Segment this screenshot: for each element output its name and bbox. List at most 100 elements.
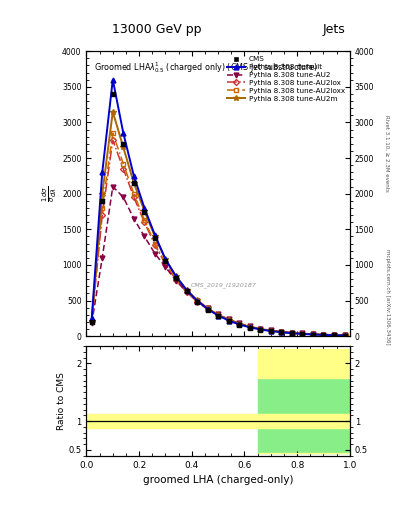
Pythia 8.308 default [290, 330, 294, 336]
Pythia 8.308 tune-AU2loxx [342, 332, 347, 338]
Pythia 8.308 tune-AU2 [121, 194, 126, 200]
Pythia 8.308 tune-AU2 [152, 250, 157, 257]
Pythia 8.308 tune-AU2 [290, 330, 294, 336]
Text: Rivet 3.1.10, ≥ 2.3M events: Rivet 3.1.10, ≥ 2.3M events [385, 115, 389, 192]
Pythia 8.308 tune-AU2loxx [142, 217, 147, 223]
CMS [162, 258, 169, 266]
Line: Pythia 8.308 tune-AU2loxx: Pythia 8.308 tune-AU2loxx [90, 131, 347, 337]
CMS [120, 140, 127, 148]
Line: Pythia 8.308 default: Pythia 8.308 default [89, 77, 347, 338]
Pythia 8.308 tune-AU2loxx [216, 312, 220, 318]
Pythia 8.308 tune-AU2m [290, 330, 294, 336]
Pythia 8.308 tune-AU2 [247, 323, 252, 329]
Pythia 8.308 tune-AU2lox [163, 261, 168, 267]
CMS [310, 330, 316, 338]
Pythia 8.308 tune-AU2lox [279, 329, 284, 335]
Pythia 8.308 tune-AU2 [100, 255, 105, 261]
Line: Pythia 8.308 tune-AU2lox: Pythia 8.308 tune-AU2lox [90, 138, 347, 337]
Pythia 8.308 default [100, 169, 105, 176]
Pythia 8.308 tune-AU2 [268, 327, 273, 333]
Pythia 8.308 tune-AU2m [174, 273, 178, 279]
Pythia 8.308 tune-AU2m [258, 326, 263, 332]
CMS [204, 306, 211, 314]
Pythia 8.308 tune-AU2 [226, 316, 231, 323]
Pythia 8.308 tune-AU2 [205, 305, 210, 311]
Pythia 8.308 tune-AU2loxx [163, 260, 168, 266]
Pythia 8.308 tune-AU2loxx [226, 317, 231, 323]
CMS [194, 297, 200, 306]
Pythia 8.308 tune-AU2lox [342, 332, 347, 338]
Pythia 8.308 default [247, 324, 252, 330]
Pythia 8.308 tune-AU2 [237, 321, 242, 327]
Pythia 8.308 tune-AU2lox [290, 330, 294, 336]
Pythia 8.308 tune-AU2m [332, 332, 336, 338]
Pythia 8.308 tune-AU2 [342, 332, 347, 338]
Pythia 8.308 tune-AU2 [300, 330, 305, 336]
CMS [342, 331, 348, 339]
Pythia 8.308 default [310, 331, 315, 337]
Pythia 8.308 tune-AU2lox [152, 242, 157, 248]
Pythia 8.308 default [184, 287, 189, 293]
Pythia 8.308 tune-AU2loxx [110, 130, 115, 136]
Pythia 8.308 tune-AU2 [184, 289, 189, 295]
Pythia 8.308 tune-AU2m [152, 233, 157, 240]
Pythia 8.308 tune-AU2loxx [132, 190, 136, 197]
Pythia 8.308 tune-AU2lox [310, 331, 315, 337]
Pythia 8.308 tune-AU2loxx [321, 332, 326, 338]
Pythia 8.308 default [195, 297, 199, 304]
Pythia 8.308 tune-AU2m [121, 144, 126, 151]
Pythia 8.308 default [152, 232, 157, 238]
Pythia 8.308 tune-AU2m [237, 321, 242, 327]
Legend: CMS, Pythia 8.308 default, Pythia 8.308 tune-AU2, Pythia 8.308 tune-AU2lox, Pyth: CMS, Pythia 8.308 default, Pythia 8.308 … [226, 55, 346, 103]
CMS [184, 287, 190, 295]
Pythia 8.308 tune-AU2m [205, 305, 210, 311]
CMS [173, 274, 179, 282]
Pythia 8.308 tune-AU2m [216, 312, 220, 318]
Pythia 8.308 tune-AU2lox [226, 317, 231, 323]
Pythia 8.308 tune-AU2loxx [290, 330, 294, 336]
CMS [257, 326, 263, 334]
Pythia 8.308 tune-AU2m [247, 324, 252, 330]
CMS [131, 179, 137, 187]
Pythia 8.308 tune-AU2m [268, 328, 273, 334]
Pythia 8.308 tune-AU2loxx [89, 318, 94, 324]
Pythia 8.308 tune-AU2lox [247, 324, 252, 330]
Pythia 8.308 default [216, 312, 220, 318]
Pythia 8.308 tune-AU2m [342, 332, 347, 338]
Text: 13000 GeV pp: 13000 GeV pp [112, 23, 202, 36]
CMS [278, 328, 285, 336]
Pythia 8.308 tune-AU2loxx [310, 331, 315, 337]
Text: CMS_2019_I1920187: CMS_2019_I1920187 [191, 282, 256, 288]
CMS [99, 197, 105, 205]
Pythia 8.308 tune-AU2lox [321, 332, 326, 338]
Pythia 8.308 tune-AU2lox [110, 137, 115, 143]
Pythia 8.308 tune-AU2loxx [121, 161, 126, 167]
Text: mcplots.cern.ch [arXiv:1306.3436]: mcplots.cern.ch [arXiv:1306.3436] [385, 249, 389, 345]
CMS [331, 331, 337, 339]
Pythia 8.308 tune-AU2 [163, 264, 168, 270]
Pythia 8.308 tune-AU2 [110, 183, 115, 189]
Pythia 8.308 tune-AU2lox [184, 289, 189, 295]
Pythia 8.308 default [226, 317, 231, 324]
Pythia 8.308 tune-AU2lox [237, 321, 242, 327]
Pythia 8.308 tune-AU2lox [205, 306, 210, 312]
CMS [236, 321, 242, 329]
Pythia 8.308 tune-AU2m [321, 332, 326, 338]
Line: Pythia 8.308 tune-AU2m: Pythia 8.308 tune-AU2m [89, 109, 347, 338]
Pythia 8.308 tune-AU2m [100, 190, 105, 197]
Pythia 8.308 tune-AU2loxx [205, 306, 210, 312]
Pythia 8.308 default [174, 273, 178, 280]
Pythia 8.308 tune-AU2m [184, 287, 189, 293]
Pythia 8.308 default [258, 326, 263, 332]
Pythia 8.308 tune-AU2loxx [332, 332, 336, 338]
Pythia 8.308 tune-AU2 [174, 278, 178, 284]
CMS [299, 330, 305, 338]
Pythia 8.308 tune-AU2m [163, 256, 168, 262]
Pythia 8.308 tune-AU2 [89, 321, 94, 327]
X-axis label: groomed LHA (charged-only): groomed LHA (charged-only) [143, 475, 293, 485]
Pythia 8.308 tune-AU2loxx [300, 331, 305, 337]
Pythia 8.308 tune-AU2lox [142, 219, 147, 225]
Pythia 8.308 tune-AU2m [110, 109, 115, 115]
Pythia 8.308 tune-AU2m [195, 297, 199, 303]
Pythia 8.308 default [332, 332, 336, 338]
